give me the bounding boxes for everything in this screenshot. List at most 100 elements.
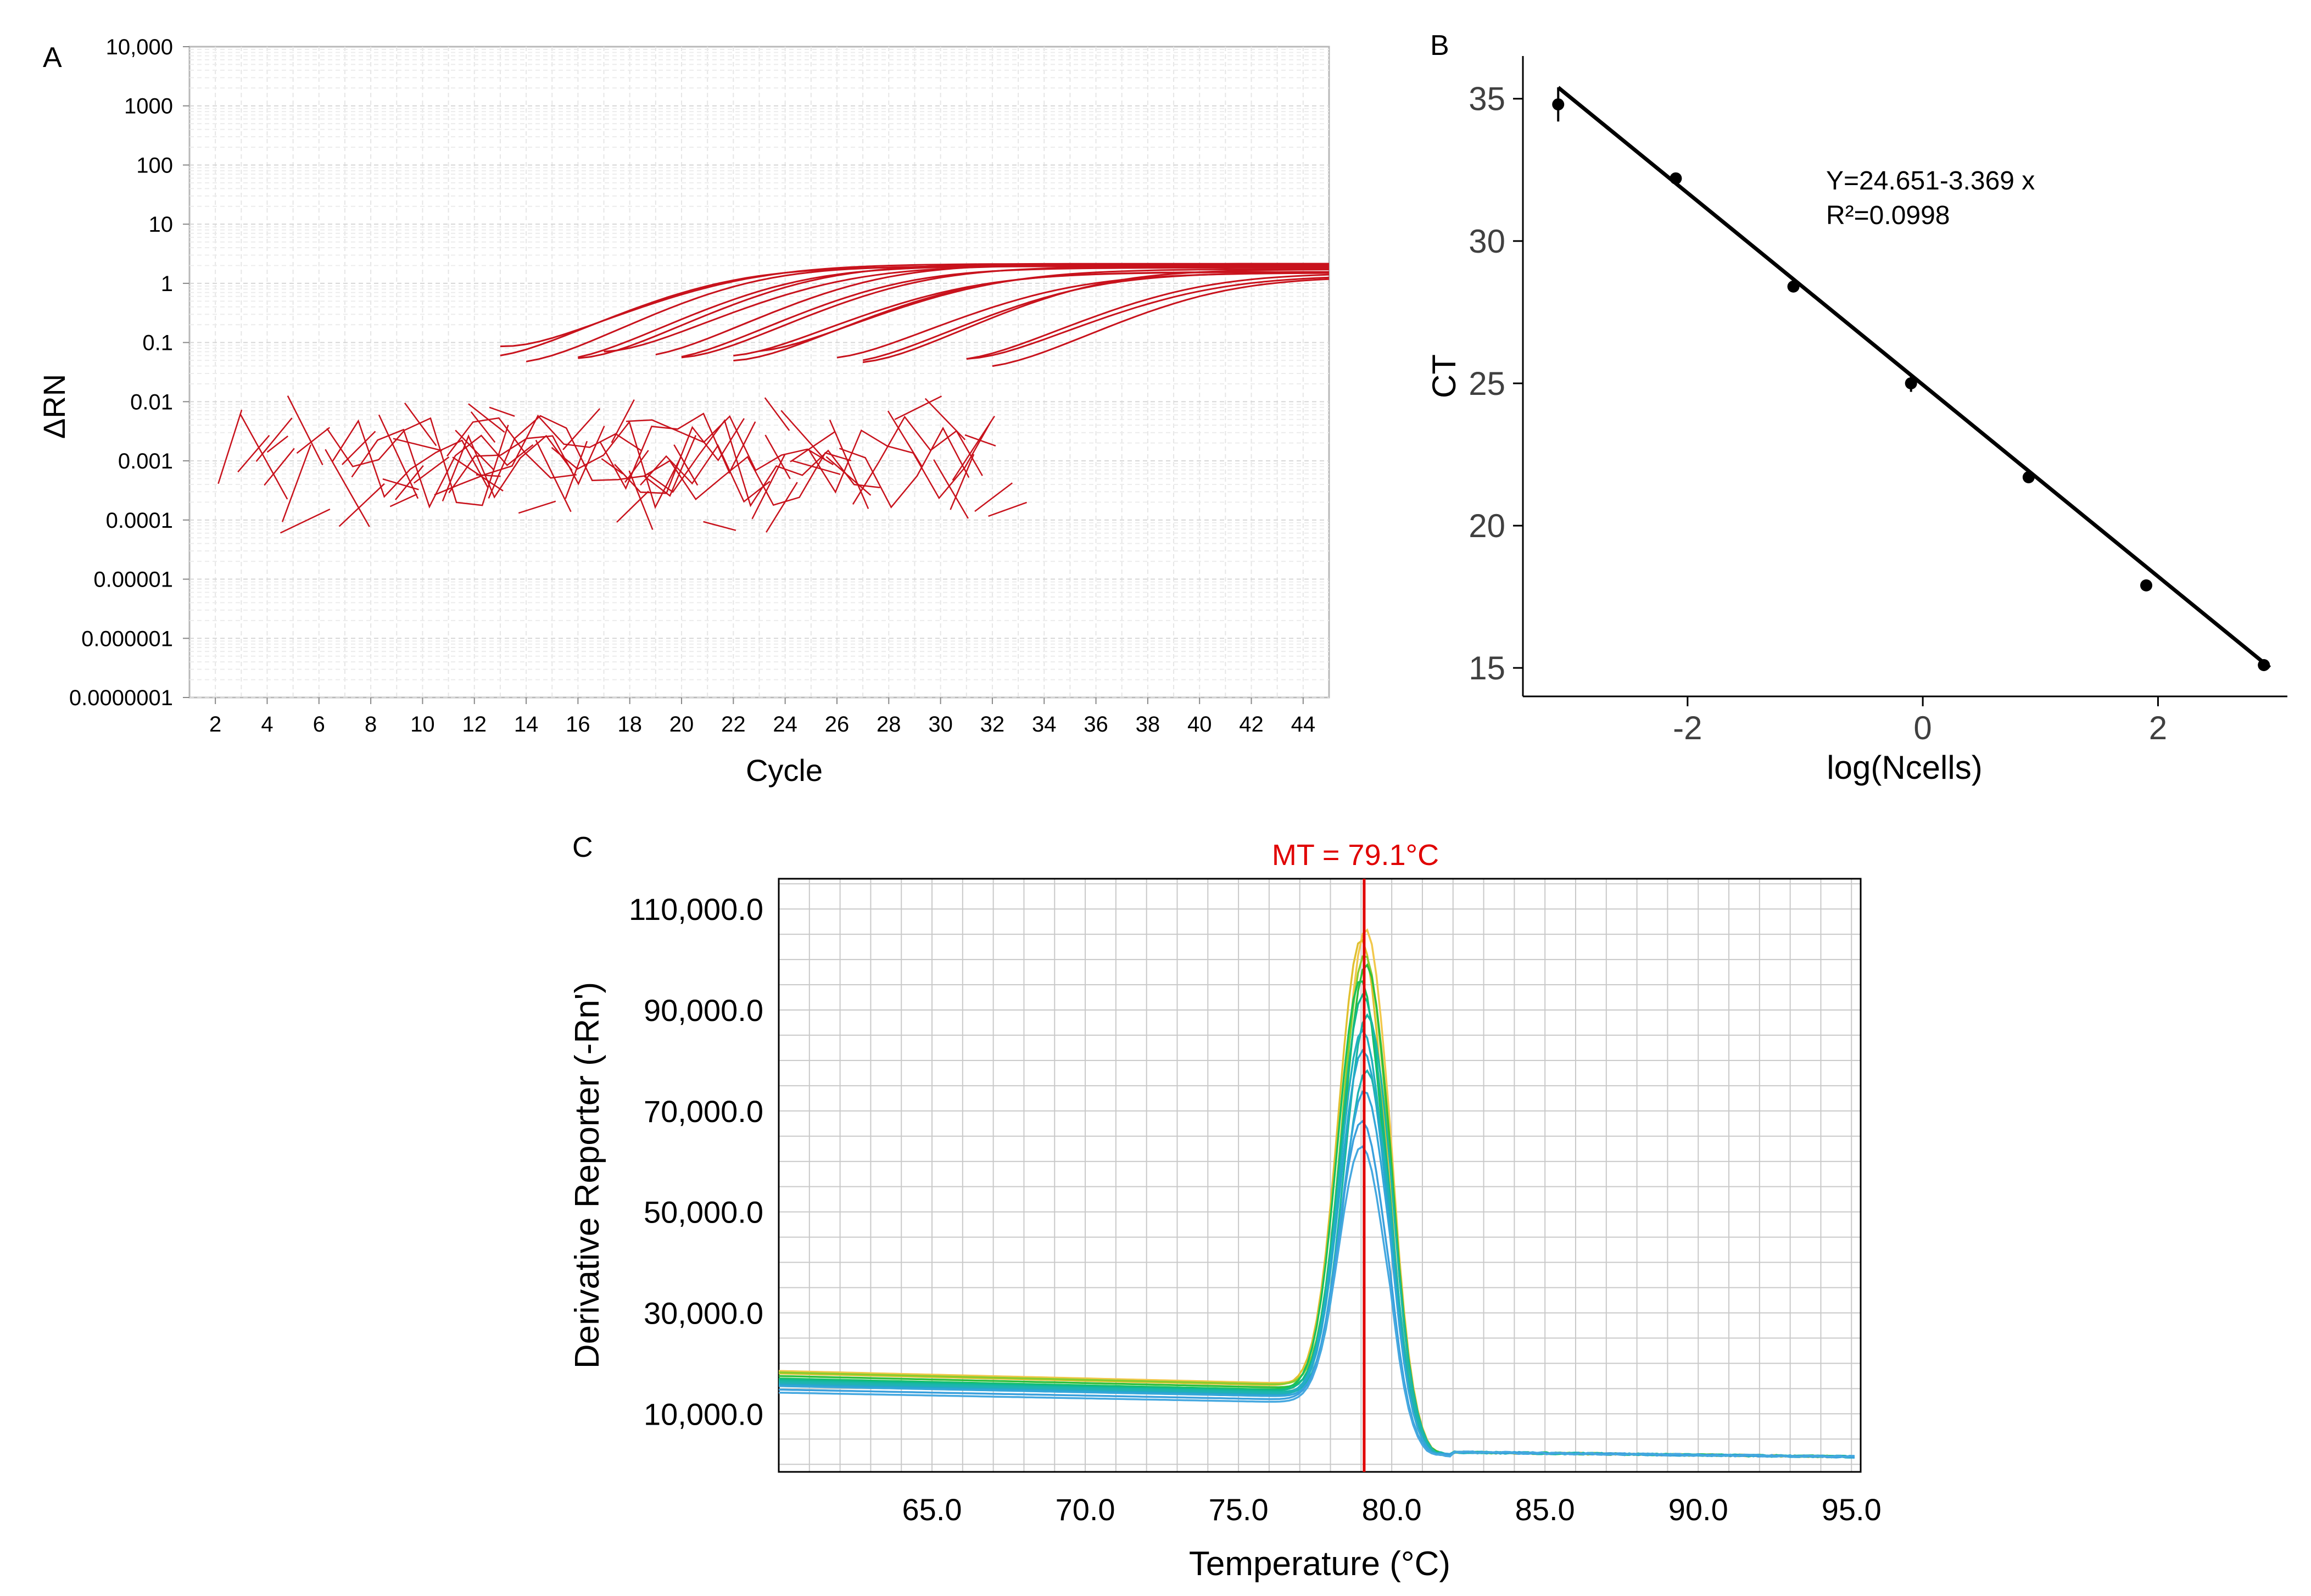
noise-segment (489, 406, 515, 417)
x-tick-label-a: 16 (566, 712, 590, 736)
noise-segment (378, 414, 419, 499)
data-point (2140, 579, 2153, 591)
baseline-noise (809, 421, 992, 500)
noise-segment (791, 460, 841, 475)
x-tick-label-a: 34 (1032, 712, 1057, 736)
gridlines-a (189, 47, 1329, 698)
noise-segment (825, 456, 872, 496)
baseline-noise (442, 434, 573, 502)
y-tick-label-c: 30,000.0 (644, 1296, 763, 1330)
noise-segment (751, 454, 786, 520)
baseline-noise (446, 417, 577, 479)
amplification-curve (655, 263, 1329, 356)
x-tick-label-a: 20 (669, 712, 694, 736)
y-tick-label-a: 0.01 (130, 390, 173, 414)
noise-segment (924, 398, 966, 440)
y-tick-label-a: 1000 (124, 94, 173, 119)
noise-segment (239, 413, 288, 500)
amplification-curve (966, 274, 1330, 360)
noise-segment (829, 420, 869, 509)
noise-segment (703, 521, 736, 531)
x-tick-label-a: 24 (773, 712, 797, 736)
noise-segment (455, 429, 495, 471)
noise-segment (766, 482, 798, 533)
melt-curve-plot: 65.0 70.0 75.0 80.0 85.0 90.0 95.0 110,000.0 90… (568, 839, 1882, 1583)
y-tick-label-a: 0.001 (118, 449, 173, 473)
x-tick-label-a: 44 (1291, 712, 1316, 736)
melt-temp-label: MT = 79.1°C (1272, 839, 1439, 872)
baseline-noise (326, 417, 509, 506)
baseline-noise (332, 419, 489, 498)
noise-segment (950, 454, 975, 510)
y-tick-label-c: 10,000.0 (644, 1397, 763, 1431)
y-tick-label-a: 0.0000001 (69, 686, 173, 710)
baseline-noise (599, 412, 756, 490)
y-tick-label-c: 70,000.0 (644, 1094, 763, 1129)
noise-segment (764, 434, 791, 479)
amplification-curve (862, 269, 1330, 364)
amplification-curve (759, 268, 1329, 352)
x-tick-label-c: 95.0 (1822, 1492, 1882, 1527)
y-tick-label-a: 100 (136, 153, 173, 177)
data-point (1787, 280, 1800, 293)
y-tick-label-c: 90,000.0 (644, 993, 763, 1028)
noise-segment (395, 465, 424, 500)
noise-segment (964, 434, 996, 447)
y-tick-label-b: 15 (1469, 650, 1505, 687)
noise-segment (673, 444, 699, 486)
noise-segment (281, 444, 312, 522)
x-tick-label-a: 28 (877, 712, 901, 736)
data-point (1552, 98, 1565, 111)
data-point (1670, 172, 1682, 185)
x-axis-title-a: Cycle (746, 753, 823, 788)
x-tick-label-a: 14 (514, 712, 539, 736)
noise-segment (616, 490, 649, 523)
x-tick-label-a: 18 (617, 712, 642, 736)
y-tick-label-b: 20 (1469, 507, 1505, 544)
plot-frame-c (778, 878, 1862, 1473)
r-squared: R²=0.0998 (1826, 201, 1950, 230)
y-ticks-b: 15 20 25 30 35 (1469, 81, 1523, 687)
y-tick-label-a: 1 (161, 272, 173, 296)
x-ticks-c: 65.0 70.0 75.0 80.0 85.0 90.0 95.0 (902, 1492, 1882, 1527)
noise-segment (952, 415, 995, 481)
baseline-noise (488, 415, 697, 499)
y-tick-label-a: 0.1 (142, 331, 173, 355)
noise-segment (468, 403, 505, 433)
amplification-curves (217, 263, 1330, 534)
y-tick-label-c: 50,000.0 (644, 1195, 763, 1230)
x-tick-label-a: 2 (209, 712, 221, 736)
amplification-plot: 2 4 6 8 10 12 14 16 18 20 22 24 26 28 30 32 34 36 38 40 42 44… (37, 35, 1330, 788)
y-axis-title-b: CT (1426, 354, 1462, 398)
noise-segment (887, 410, 923, 467)
x-tick-label-a: 4 (261, 712, 273, 736)
plot-area-c (779, 879, 1861, 1472)
noise-segment (393, 438, 443, 451)
x-tick-label-b: 2 (2149, 710, 2167, 746)
data-point (1905, 377, 1917, 389)
melt-curves (778, 928, 1855, 1459)
baseline-noise (351, 428, 534, 509)
y-tick-label-a: 10 (149, 213, 174, 237)
noise-segment (264, 448, 295, 486)
baseline-noise (434, 414, 642, 496)
y-tick-label-b: 25 (1469, 365, 1505, 402)
baseline-noise (852, 415, 983, 505)
melt-curve (778, 1145, 1855, 1458)
noise-segment (266, 435, 288, 453)
amplification-curve (681, 265, 1329, 359)
y-ticks-a: 10,000 1000 100 10 1 0.1 0.01 0.001 0.0001 0.0000… (69, 35, 189, 710)
noise-segment (565, 440, 588, 499)
data-point (2258, 659, 2270, 671)
noise-segment (974, 482, 1013, 512)
noise-segment (470, 411, 496, 443)
x-tick-label-b: -2 (1673, 710, 1702, 746)
x-tick-label-c: 70.0 (1056, 1492, 1115, 1527)
y-tick-label-a: 0.0001 (106, 509, 173, 533)
noise-segment (287, 395, 323, 466)
panel-label-c: C (572, 832, 593, 863)
noise-segment (562, 408, 601, 450)
baseline-noise (626, 415, 834, 472)
noise-segment (988, 501, 1027, 517)
